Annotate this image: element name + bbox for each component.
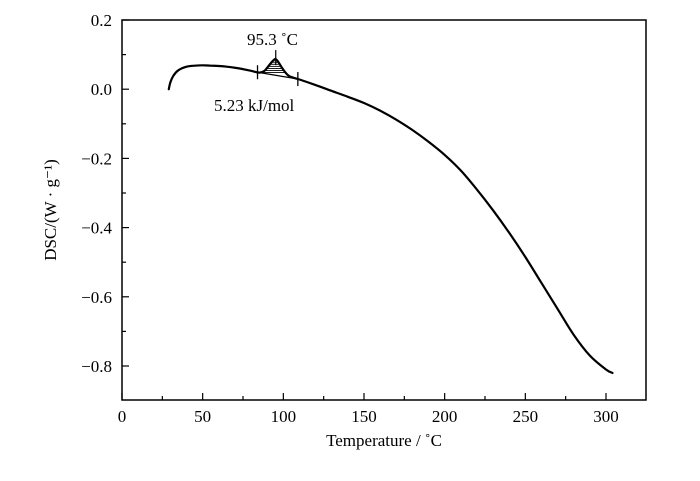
plot-frame — [121, 19, 647, 401]
x-tick-label: 50 — [194, 407, 211, 426]
y-tick-label: −0.8 — [81, 357, 112, 376]
baseline-line — [257, 71, 298, 80]
enthalpy-label: 5.23 kJ/mol — [214, 96, 295, 115]
x-tick-label: 200 — [432, 407, 458, 426]
y-tick-label: −0.4 — [81, 219, 112, 238]
x-tick-label: 150 — [351, 407, 377, 426]
x-tick-label: 0 — [118, 407, 127, 426]
axis-ticks — [121, 19, 607, 400]
axis-tick-labels: 0 50 100 150 200 250 300 0.2 0.0 −0.2 −0.4 −0.6 −0.8 — [81, 11, 619, 426]
x-tick-label: 300 — [593, 407, 619, 426]
y-tick-label: −0.2 — [81, 149, 112, 168]
y-axis-title: DSC/(W · g⁻¹) — [41, 159, 60, 261]
x-tick-label: 250 — [513, 407, 539, 426]
x-tick-label: 100 — [271, 407, 297, 426]
y-tick-label: −0.6 — [81, 288, 112, 307]
y-tick-label: 0.0 — [91, 80, 112, 99]
peak-temperature-label: 95.3 ˚C — [247, 30, 298, 49]
peak-baseline — [256, 65, 299, 87]
x-axis-title: Temperature / ˚C — [326, 431, 442, 450]
y-tick-label: 0.2 — [91, 11, 112, 30]
dsc-curve — [167, 57, 614, 375]
